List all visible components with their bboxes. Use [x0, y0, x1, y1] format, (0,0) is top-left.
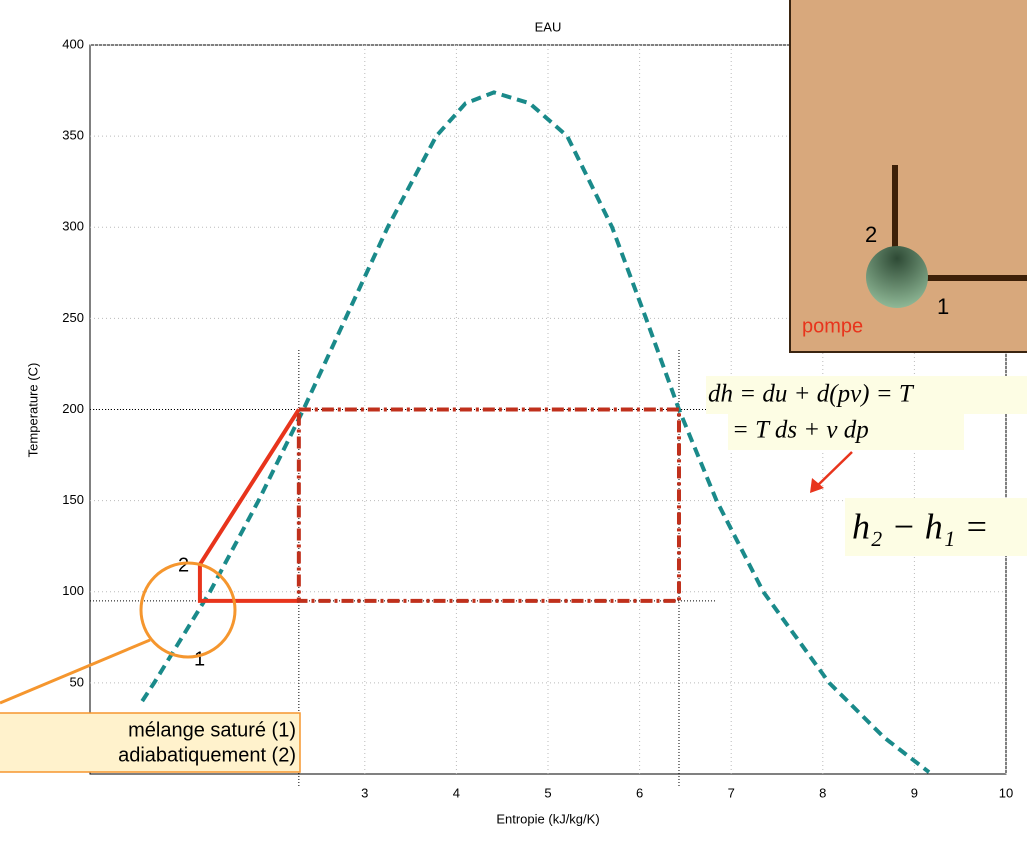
x-tick-label: 10 [999, 785, 1013, 800]
y-tick-label: 250 [62, 310, 84, 325]
x-tick-label: 7 [728, 785, 735, 800]
y-tick-label: 100 [62, 583, 84, 598]
pump [866, 246, 928, 308]
page: {"chart_data": {"type": "line", "title":… [0, 0, 1027, 836]
x-tick-label: 5 [544, 785, 551, 800]
panel-label: 1 [937, 294, 949, 319]
point-label: 2 [178, 554, 189, 576]
y-tick-label: 350 [62, 128, 84, 143]
y-tick-label: 200 [62, 401, 84, 416]
y-axis-label: Temperature (C) [25, 363, 40, 458]
equation: h₂ − h₁ = [852, 506, 989, 546]
y-tick-label: 300 [62, 219, 84, 234]
x-tick-label: 9 [911, 785, 918, 800]
chart: 50 100 150 200 250 300 350 400 3 4 5 6 7 8 9 10 2 1 EAU E… [0, 0, 1027, 836]
panel-label: 2 [865, 222, 877, 247]
y-tick-label: 150 [62, 492, 84, 507]
x-axis-label: Entropie (kJ/kg/K) [496, 811, 599, 826]
x-tick-label: 6 [636, 785, 643, 800]
panel-label: pompe [802, 315, 863, 337]
equation: dh = du + d(pv) = T [708, 381, 915, 408]
y-tick-label: 50 [70, 674, 84, 689]
callout-text: mélange saturé (1) [128, 719, 296, 741]
callout-text: adiabatiquement (2) [118, 744, 296, 766]
x-tick-label: 4 [453, 785, 460, 800]
x-tick-label: 3 [361, 785, 368, 800]
x-tick-label: 8 [819, 785, 826, 800]
point-label: 1 [194, 648, 205, 670]
equation: = T ds + v dp [732, 417, 869, 444]
chart-title: EAU [535, 19, 562, 34]
y-tick-label: 400 [62, 36, 84, 51]
